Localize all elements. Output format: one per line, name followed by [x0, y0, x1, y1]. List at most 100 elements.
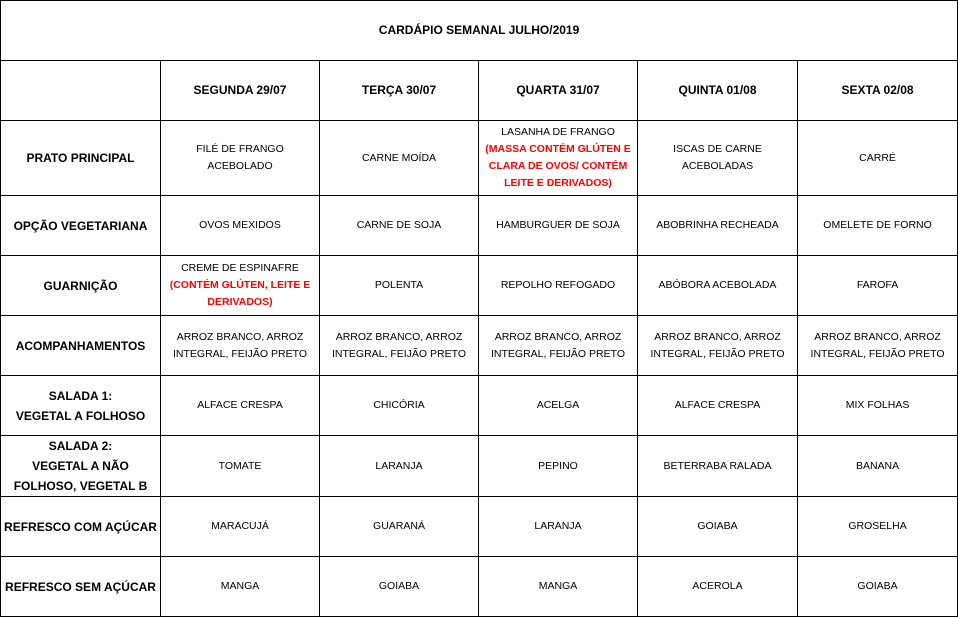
menu-cell: BETERRABA RALADA: [637, 435, 798, 497]
menu-cell: ABÓBORA ACEBOLADA: [637, 255, 798, 316]
menu-cell: TOMATE: [160, 435, 320, 497]
dish-text: BANANA: [855, 459, 900, 472]
menu-cell: ISCAS DE CARNE ACEBOLADAS: [637, 120, 798, 196]
menu-cell: ARROZ BRANCO, ARROZ INTEGRAL, FEIJÃO PRE…: [796, 315, 958, 376]
dish-text: ARROZ BRANCO, ARROZ INTEGRAL, FEIJÃO PRE…: [491, 330, 625, 360]
day-header: SEGUNDA 29/07: [160, 60, 320, 121]
dish-text: ARROZ BRANCO, ARROZ INTEGRAL, FEIJÃO PRE…: [810, 330, 945, 360]
dish-text: ABOBRINHA RECHEADA: [656, 219, 779, 231]
row-label: REFRESCO SEM AÇÚCAR: [0, 556, 161, 617]
menu-cell: MIX FOLHAS: [796, 375, 958, 436]
dish-text: MIX FOLHAS: [845, 399, 910, 411]
dish-text: POLENTA: [374, 279, 424, 291]
dish-text: ABÓBORA ACEBOLADA: [658, 279, 777, 291]
day-header: SEXTA 02/08: [796, 60, 958, 121]
dish-text: CARRÉ: [859, 151, 896, 164]
dish-text: LASANHA DE FRANGO: [501, 126, 615, 138]
dish-text: BETERRABA RALADA: [663, 459, 772, 472]
dish-text: ALFACE CRESPA: [674, 399, 761, 411]
dish-text: MANGA: [538, 580, 578, 592]
corner-cell: [0, 60, 161, 121]
menu-cell: ABOBRINHA RECHEADA: [637, 195, 798, 256]
dish-text: FILÉ DE FRANGO ACEBOLADO: [196, 143, 284, 172]
menu-cell: GROSELHA: [796, 496, 958, 557]
dish-text: GOIABA: [697, 520, 738, 532]
dish-text: ARROZ BRANCO, ARROZ INTEGRAL, FEIJÃO PRE…: [650, 330, 785, 360]
dish-text: CHICÓRIA: [373, 399, 425, 411]
dish-text: ARROZ BRANCO, ARROZ INTEGRAL, FEIJÃO PRE…: [332, 330, 466, 360]
row-label: SALADA 2: VEGETAL A NÃO FOLHOSO, VEGETAL…: [0, 435, 161, 497]
dish-text: PEPINO: [538, 459, 578, 472]
menu-row: SALADA 1: VEGETAL A FOLHOSO ALFACE CRESPA…: [0, 375, 958, 436]
dish-text: ACELGA: [536, 399, 580, 411]
menu-cell: LARANJA: [319, 435, 479, 497]
menu-cell: MANGA: [478, 556, 638, 617]
allergen-note: (MASSA CONTÉM GLÚTEN E CLARA DE OVOS/ CO…: [485, 143, 631, 189]
menu-cell: ALFACE CRESPA: [160, 375, 320, 436]
menu-cell: ACEROLA: [637, 556, 798, 617]
dish-text: TOMATE: [218, 459, 262, 472]
dish-text: MARACUJÁ: [211, 520, 269, 532]
row-label: OPÇÃO VEGETARIANA: [0, 195, 161, 256]
menu-cell: CARRÉ: [796, 120, 958, 196]
dish-text: ISCAS DE CARNE ACEBOLADAS: [673, 143, 762, 172]
menu-cell: CHICÓRIA: [319, 375, 479, 436]
menu-cell: LARANJA: [478, 496, 638, 557]
dish-text: OVOS MEXIDOS: [199, 219, 281, 231]
menu-cell: GOIABA: [637, 496, 798, 557]
dish-text: CARNE MOÍDA: [361, 151, 437, 164]
menu-cell: HAMBURGUER DE SOJA: [478, 195, 638, 256]
dish-text: GUARANÁ: [373, 520, 425, 532]
dish-text: ACEROLA: [692, 580, 743, 592]
menu-cell: ACELGA: [478, 375, 638, 436]
menu-cell: BANANA: [796, 435, 958, 497]
menu-row: GUARNIÇÃO CREME DE ESPINAFRE (CONTÉM GLÚTE…: [0, 255, 958, 316]
day-header: QUINTA 01/08: [637, 60, 798, 121]
menu-cell: OMELETE DE FORNO: [796, 195, 958, 256]
menu-cell: CARNE DE SOJA: [319, 195, 479, 256]
menu-cell: PEPINO: [478, 435, 638, 497]
dish-text: ALFACE CRESPA: [197, 399, 283, 411]
row-label: SALADA 1: VEGETAL A FOLHOSO: [0, 375, 161, 436]
dish-text: GROSELHA: [848, 520, 907, 532]
menu-row: PRATO PRINCIPAL FILÉ DE FRANGO ACEBOLADO C…: [0, 120, 958, 196]
menu-row: REFRESCO COM AÇÚCAR MARACUJÁ GUARANÁ LARANJ…: [0, 496, 958, 557]
row-label: ACOMPANHAMENTOS: [0, 315, 161, 376]
menu-row: ACOMPANHAMENTOS ARROZ BRANCO, ARROZ INTEG…: [0, 315, 958, 376]
row-label: REFRESCO COM AÇÚCAR: [0, 496, 161, 557]
menu-cell: CARNE MOÍDA: [319, 120, 479, 196]
menu-cell: CREME DE ESPINAFRE (CONTÉM GLÚTEN, LEITE …: [160, 255, 320, 316]
allergen-note: (CONTÉM GLÚTEN, LEITE E DERIVADOS): [169, 279, 311, 308]
dish-text: ARROZ BRANCO, ARROZ INTEGRAL, FEIJÃO PRE…: [173, 330, 307, 360]
menu-cell: POLENTA: [319, 255, 479, 316]
menu-cell: GOIABA: [319, 556, 479, 617]
row-label: PRATO PRINCIPAL: [0, 120, 161, 196]
dish-text: HAMBURGUER DE SOJA: [496, 219, 620, 231]
menu-cell: FILÉ DE FRANGO ACEBOLADO: [160, 120, 320, 196]
menu-cell: MANGA: [160, 556, 320, 617]
dish-text: FAROFA: [856, 279, 899, 291]
menu-cell: GOIABA: [796, 556, 958, 617]
menu-cell: ARROZ BRANCO, ARROZ INTEGRAL, FEIJÃO PRE…: [319, 315, 479, 376]
menu-cell: GUARANÁ: [319, 496, 479, 557]
menu-cell: REPOLHO REFOGADO: [478, 255, 638, 316]
dish-text: LARANJA: [534, 520, 582, 532]
menu-cell: ARROZ BRANCO, ARROZ INTEGRAL, FEIJÃO PRE…: [637, 315, 798, 376]
dish-text: CREME DE ESPINAFRE: [181, 262, 299, 274]
menu-row: REFRESCO SEM AÇÚCAR MANGA GOIABA MANGA ACERO…: [0, 556, 958, 617]
dish-text: GOIABA: [857, 580, 898, 592]
menu-row: SALADA 2: VEGETAL A NÃO FOLHOSO, VEGETAL…: [0, 435, 958, 497]
dish-text: GOIABA: [378, 580, 420, 592]
row-label: GUARNIÇÃO: [0, 255, 161, 316]
dish-text: OMELETE DE FORNO: [823, 219, 932, 231]
menu-cell: LASANHA DE FRANGO (MASSA CONTÉM GLÚTEN E …: [478, 120, 638, 196]
dish-text: REPOLHO REFOGADO: [500, 279, 616, 291]
dish-text: MANGA: [220, 580, 260, 592]
day-header: QUARTA 31/07: [478, 60, 638, 121]
menu-cell: OVOS MEXIDOS: [160, 195, 320, 256]
menu-cell: FAROFA: [796, 255, 958, 316]
dish-text: CARNE DE SOJA: [356, 219, 442, 231]
menu-cell: MARACUJÁ: [160, 496, 320, 557]
menu-cell: ARROZ BRANCO, ARROZ INTEGRAL, FEIJÃO PRE…: [160, 315, 320, 376]
